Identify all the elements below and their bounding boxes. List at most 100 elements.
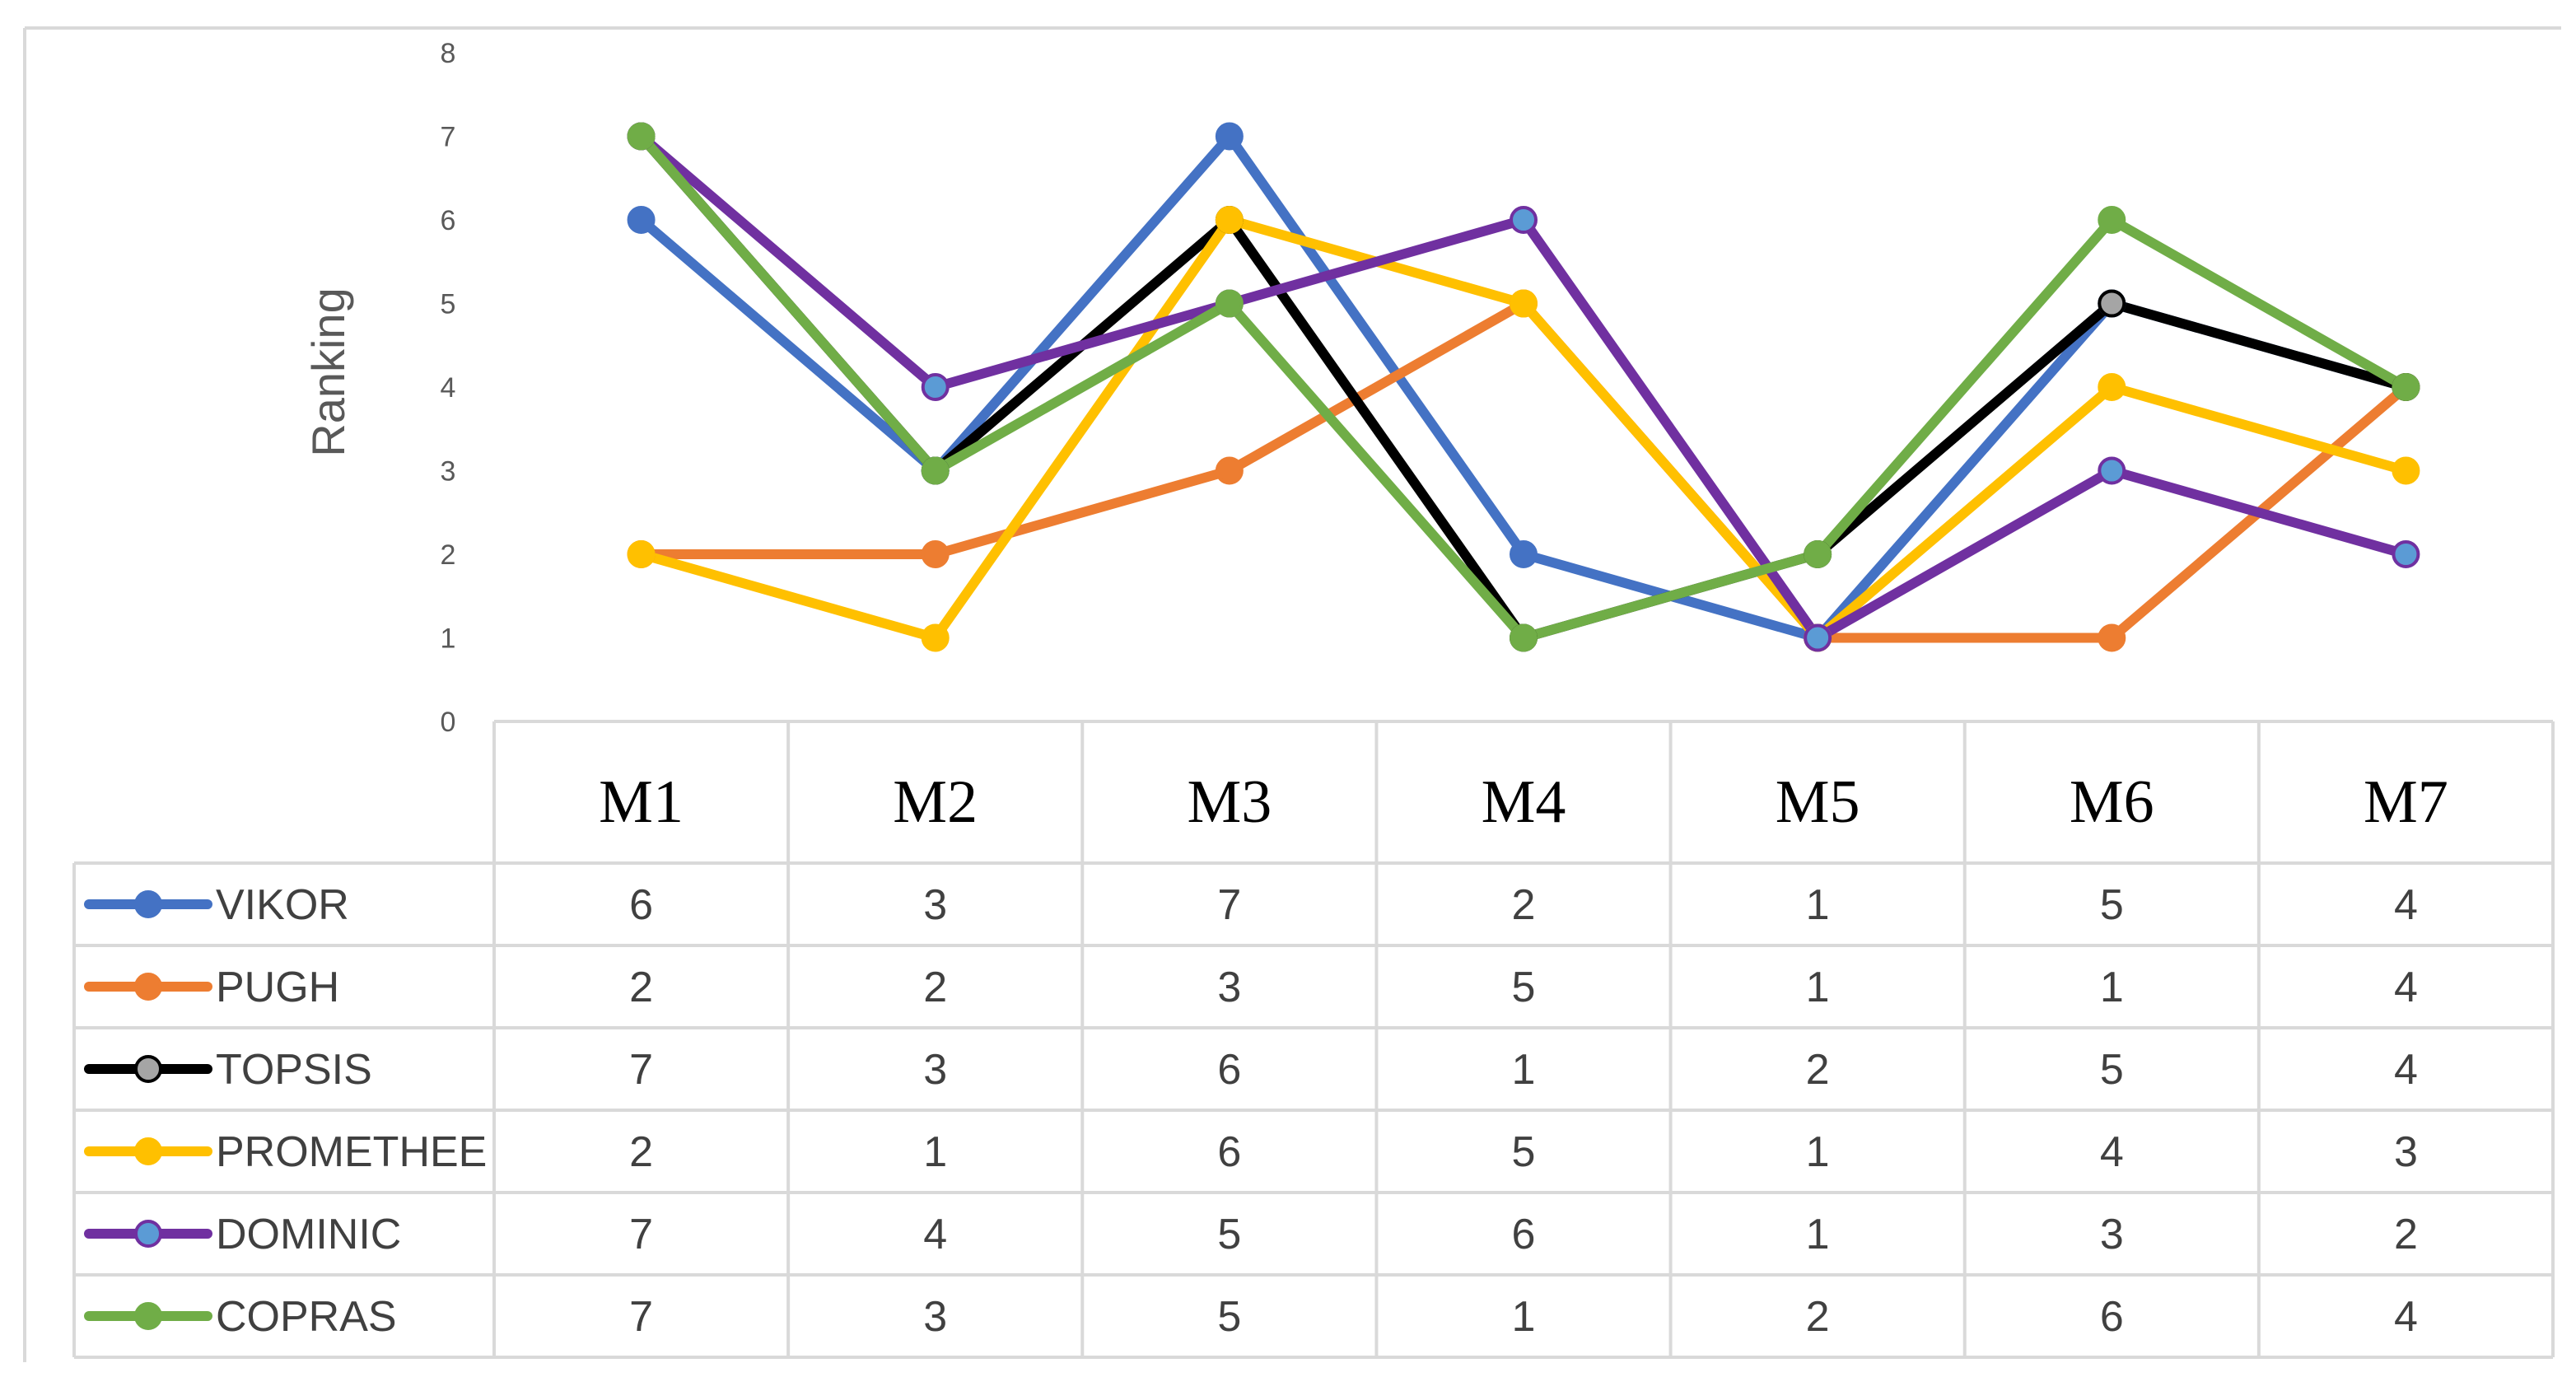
table-cell: 5 <box>1217 1293 1241 1341</box>
category-label: M2 <box>893 768 978 836</box>
table-cell: 6 <box>629 881 653 929</box>
data-point-promethee <box>627 540 656 568</box>
chart-border <box>23 26 2561 1362</box>
table-cell: 1 <box>1806 1128 1830 1176</box>
data-point-pugh <box>2098 623 2126 652</box>
category-label: M3 <box>1187 768 1272 836</box>
data-point-copras <box>921 456 950 485</box>
table-cell: 3 <box>2100 1211 2124 1258</box>
table-cell: 6 <box>1217 1046 1241 1094</box>
data-point-copras <box>2098 206 2126 234</box>
legend-marker-copras <box>134 1302 162 1330</box>
table-cell: 3 <box>923 1046 947 1094</box>
table-cell: 7 <box>1217 881 1241 929</box>
table-cell: 5 <box>1512 1128 1536 1176</box>
legend-marker-dominic <box>134 1220 162 1248</box>
y-tick-label: 3 <box>441 456 456 488</box>
data-point-dominic <box>921 373 950 401</box>
table-cell: 3 <box>923 881 947 929</box>
table-cell: 2 <box>1512 881 1536 929</box>
table-cell: 6 <box>2100 1293 2124 1341</box>
table-cell: 2 <box>629 964 653 1011</box>
category-label: M4 <box>1482 768 1566 836</box>
table-cell: 1 <box>1512 1046 1536 1094</box>
table-cell: 2 <box>2394 1211 2418 1258</box>
legend-label-copras: COPRAS <box>216 1293 397 1341</box>
table-cell: 7 <box>629 1293 653 1341</box>
category-label: M1 <box>599 768 684 836</box>
data-point-copras <box>627 122 656 151</box>
table-cell: 2 <box>629 1128 653 1176</box>
legend-marker-topsis <box>134 1055 162 1083</box>
y-tick-label: 7 <box>441 122 456 153</box>
data-point-pugh <box>921 540 950 568</box>
table-cell: 6 <box>1512 1211 1536 1258</box>
table-cell: 5 <box>2100 881 2124 929</box>
table-cell: 1 <box>1512 1293 1536 1341</box>
data-point-promethee <box>1215 206 1244 234</box>
legend-label-topsis: TOPSIS <box>216 1046 372 1094</box>
series-line-promethee <box>636 215 2411 643</box>
legend-label-promethee: PROMETHEE <box>216 1128 487 1176</box>
table-cell: 4 <box>2394 1293 2418 1341</box>
series-line-pugh <box>636 298 2411 643</box>
table-cell: 1 <box>1806 881 1830 929</box>
table-cell: 4 <box>2394 1046 2418 1094</box>
y-tick-label: 6 <box>441 205 456 236</box>
category-label: M7 <box>2364 768 2448 836</box>
table-cell: 4 <box>2394 881 2418 929</box>
table-cell: 4 <box>923 1211 947 1258</box>
table-cell: 4 <box>2394 964 2418 1011</box>
table-cell: 1 <box>1806 964 1830 1011</box>
data-point-copras <box>1215 289 1244 318</box>
legend-label-vikor: VIKOR <box>216 881 349 929</box>
table-cell: 5 <box>1217 1211 1241 1258</box>
data-point-vikor <box>627 206 656 234</box>
y-tick-label: 2 <box>441 539 456 571</box>
table-cell: 2 <box>923 964 947 1011</box>
data-point-copras <box>2392 373 2420 401</box>
table-cell: 6 <box>1217 1128 1241 1176</box>
data-point-dominic <box>1510 206 1538 234</box>
legend-marker-pugh <box>134 973 162 1001</box>
data-point-vikor <box>1215 122 1244 151</box>
data-point-promethee <box>2392 456 2420 485</box>
table-cell: 3 <box>923 1293 947 1341</box>
data-table-grid <box>72 720 2555 1359</box>
y-tick-label: 0 <box>441 707 456 738</box>
table-cell: 4 <box>2100 1128 2124 1176</box>
data-point-copras <box>1510 623 1538 652</box>
category-label: M6 <box>2070 768 2154 836</box>
table-cell: 1 <box>1806 1211 1830 1258</box>
category-labels: M1 M2 M3 M4 M5 M6 M7 <box>599 768 2448 836</box>
legend-marker-vikor <box>134 890 162 918</box>
table-cell: 1 <box>923 1128 947 1176</box>
data-point-copras <box>1804 540 1832 568</box>
data-point-promethee <box>1510 289 1538 318</box>
data-point-dominic <box>2098 456 2126 485</box>
y-tick-label: 5 <box>441 289 456 320</box>
table-cell: 2 <box>1806 1046 1830 1094</box>
y-tick-label: 4 <box>441 372 456 404</box>
y-tick-label: 1 <box>441 623 456 655</box>
series-markers <box>627 122 2420 652</box>
data-point-dominic <box>1804 623 1832 652</box>
legend-label-dominic: DOMINIC <box>216 1211 401 1258</box>
table-cell: 2 <box>1806 1293 1830 1341</box>
y-tick-label: 8 <box>441 38 456 69</box>
table-cell: 3 <box>1217 964 1241 1011</box>
y-axis-ticks: 0 1 2 3 4 5 6 7 8 <box>441 38 456 738</box>
data-point-topsis <box>2098 289 2126 318</box>
table-cell: 7 <box>629 1211 653 1258</box>
y-axis-label: Ranking <box>302 287 354 456</box>
data-point-pugh <box>1215 456 1244 485</box>
table-cell: 5 <box>2100 1046 2124 1094</box>
data-point-vikor <box>1510 540 1538 568</box>
table-cell: 7 <box>629 1046 653 1094</box>
legend-marker-promethee <box>134 1137 162 1165</box>
data-table: VIKOR 6 3 7 2 1 5 4 PUGH 2 2 3 5 1 1 4 TOPSIS 7 3 6 1 2 5 4 PROM… <box>84 881 2418 1341</box>
legend-label-pugh: PUGH <box>216 964 339 1011</box>
table-cell: 3 <box>2394 1128 2418 1176</box>
data-point-promethee <box>921 623 950 652</box>
